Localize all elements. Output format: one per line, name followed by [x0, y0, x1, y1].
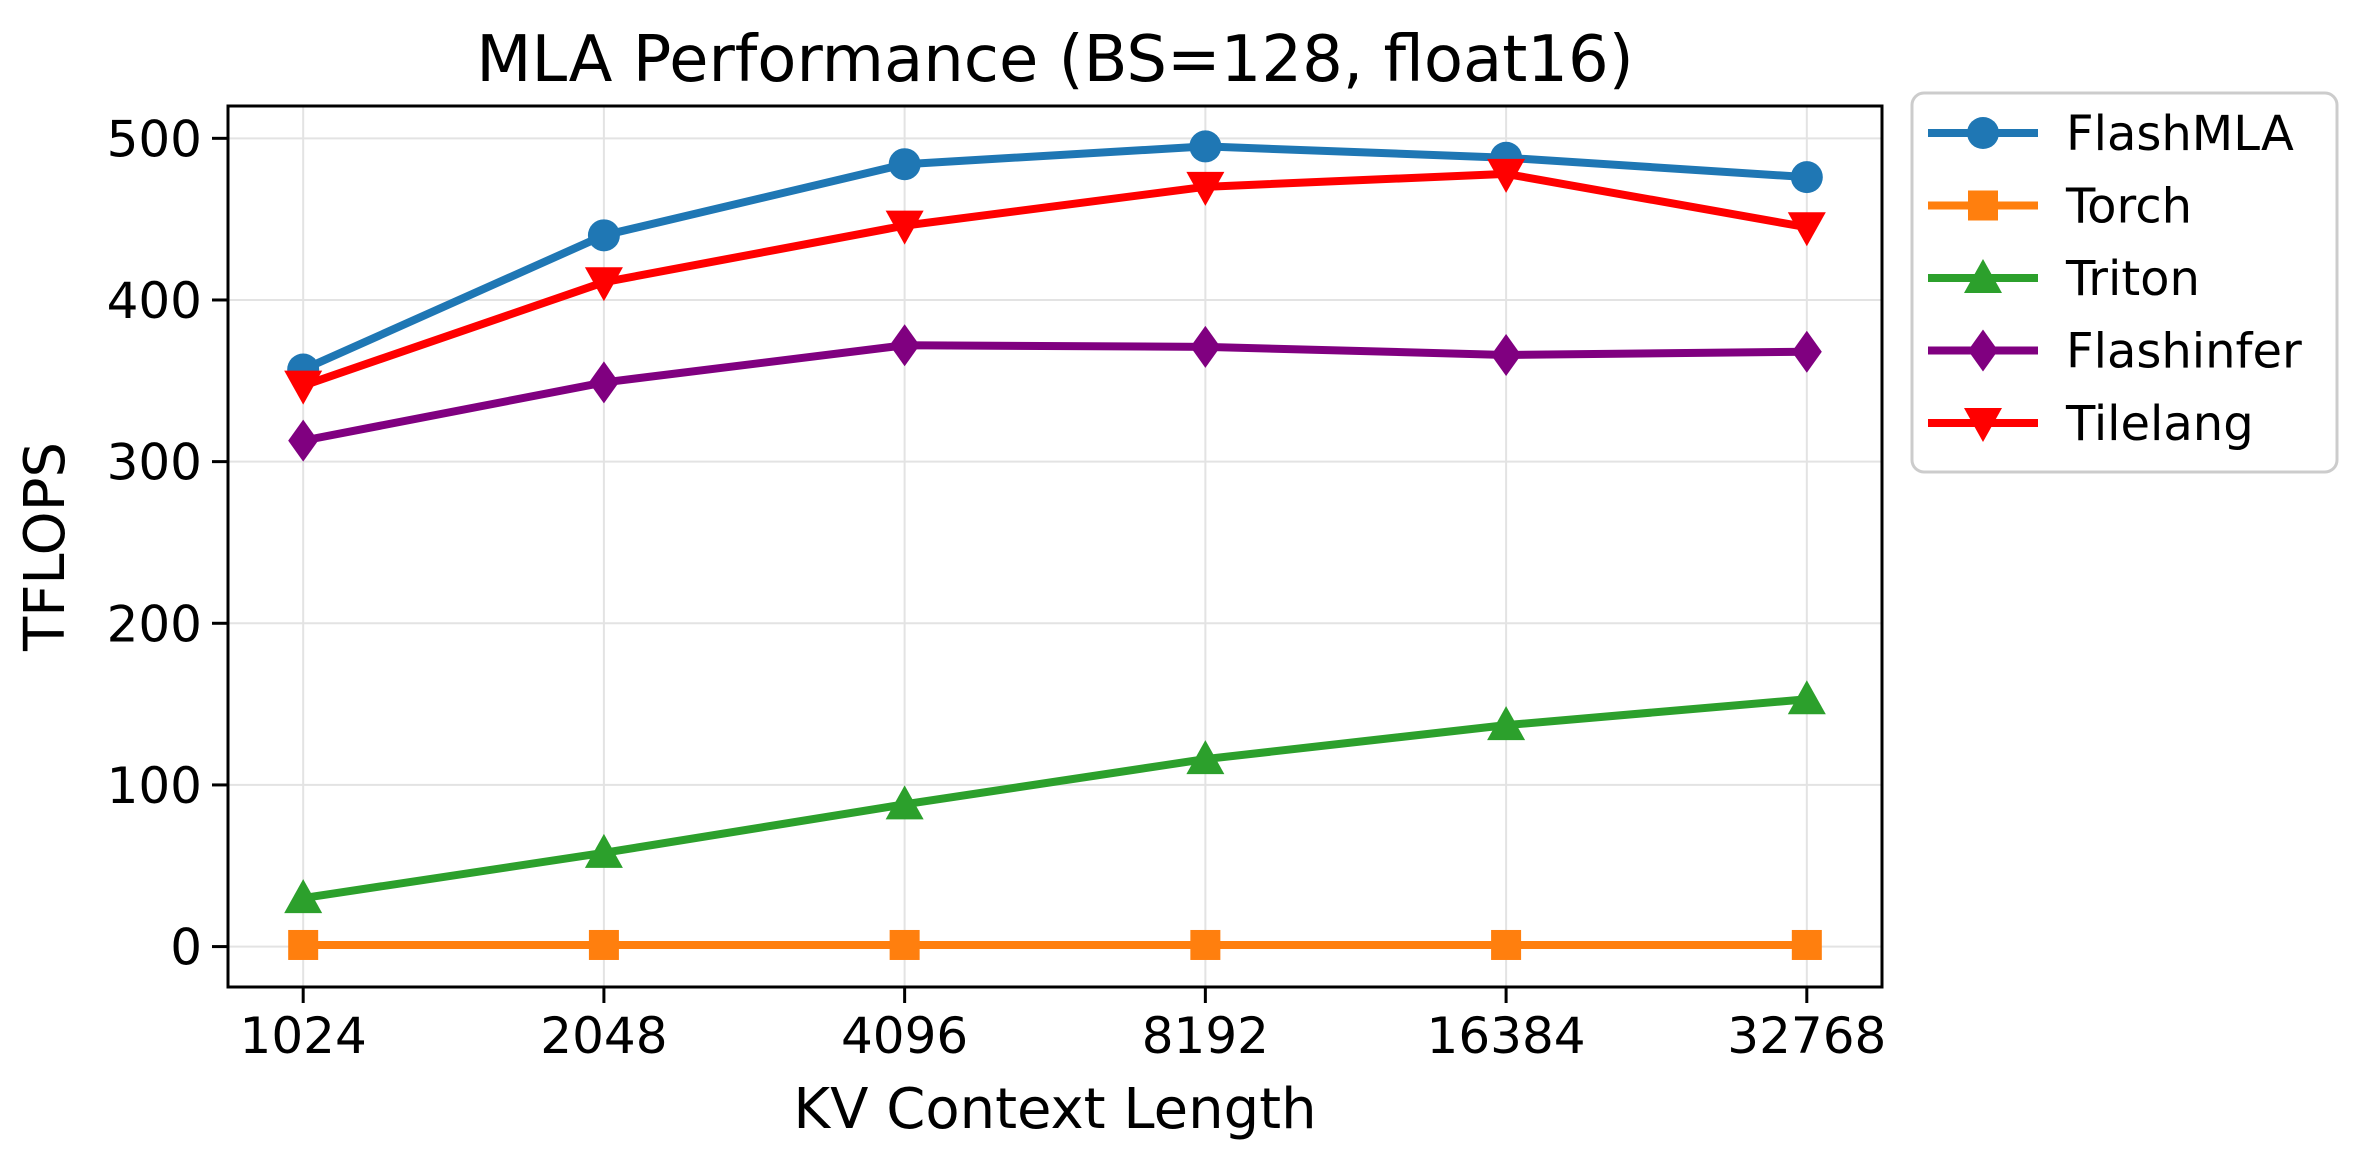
marker-diamond — [288, 419, 319, 462]
marker-square — [1190, 929, 1221, 960]
marker-square — [288, 929, 319, 960]
legend-entry-Flashinfer: Flashinfer — [1928, 324, 2302, 380]
legend-marker-square-icon — [1968, 190, 1998, 221]
marker-circle — [1189, 130, 1222, 163]
y-tick-label: 0 — [170, 919, 202, 977]
series-line — [299, 695, 1811, 903]
marker-triangle-down — [584, 267, 623, 302]
y-tick-label: 100 — [107, 757, 202, 815]
marker-triangle-up — [1487, 706, 1526, 741]
chart-title: MLA Performance (BS=128, float16) — [476, 23, 1634, 97]
marker-diamond — [1190, 325, 1221, 368]
plot-border — [226, 104, 1884, 989]
legend-label: FlashMLA — [2066, 106, 2294, 162]
legend-marker-triangle-down-icon — [1964, 408, 2002, 442]
marker-diamond — [889, 324, 920, 367]
marker-triangle-up — [1787, 680, 1826, 715]
legend-entry-Torch: Torch — [1928, 179, 2192, 235]
legend-entry-Triton: Triton — [1928, 251, 2200, 307]
series-line — [299, 341, 1811, 445]
series-line — [299, 169, 1811, 390]
x-tick-label: 8192 — [1142, 1007, 1269, 1065]
marker-square — [588, 929, 619, 960]
marker-triangle-down — [284, 370, 323, 405]
series-Triton — [284, 680, 1826, 914]
marker-triangle-down — [1487, 158, 1526, 193]
marker-triangle-down — [885, 210, 924, 245]
marker-triangle-up — [584, 833, 623, 868]
marker-square — [889, 929, 920, 960]
marker-diamond — [588, 361, 619, 404]
y-tick-label: 400 — [107, 272, 202, 330]
series-Flashinfer — [288, 324, 1822, 462]
legend-entry-FlashMLA: FlashMLA — [1928, 106, 2294, 162]
marker-triangle-down — [1186, 171, 1225, 206]
x-tick-label: 16384 — [1427, 1007, 1586, 1065]
legend-marker-triangle-up-icon — [1964, 259, 2002, 293]
marker-triangle-down — [1787, 212, 1826, 247]
marker-circle — [888, 148, 921, 181]
legend-label: Triton — [2065, 251, 2200, 307]
legend-label: Tilelang — [2065, 396, 2254, 452]
x-tick-label: 2048 — [540, 1007, 667, 1065]
y-tick-label: 300 — [107, 434, 202, 492]
marker-triangle-up — [284, 879, 323, 914]
marker-diamond — [1491, 333, 1522, 376]
x-tick-label: 4096 — [841, 1007, 968, 1065]
legend-marker-diamond-icon — [1968, 329, 1998, 372]
marker-triangle-up — [1186, 740, 1225, 775]
legend-label: Torch — [2065, 179, 2192, 235]
y-tick-label: 500 — [107, 110, 202, 168]
x-tick-label: 1024 — [240, 1007, 367, 1065]
marker-circle — [1790, 161, 1823, 194]
legend-label: Flashinfer — [2066, 324, 2302, 380]
series-line — [299, 142, 1811, 374]
y-tick-label: 200 — [107, 595, 202, 653]
marker-square — [1491, 929, 1522, 960]
marker-diamond — [1791, 330, 1822, 373]
legend-marker-circle-icon — [1967, 117, 1999, 149]
legend-entry-Tilelang: Tilelang — [1928, 396, 2254, 452]
x-tick-label: 32768 — [1727, 1007, 1886, 1065]
x-axis-label: KV Context Length — [793, 1077, 1317, 1142]
marker-triangle-up — [885, 785, 924, 820]
marker-square — [1791, 929, 1822, 960]
series-Tilelang — [284, 158, 1826, 405]
legend-box — [1910, 91, 2339, 474]
marker-circle — [587, 219, 620, 252]
series-Torch — [288, 929, 1822, 960]
